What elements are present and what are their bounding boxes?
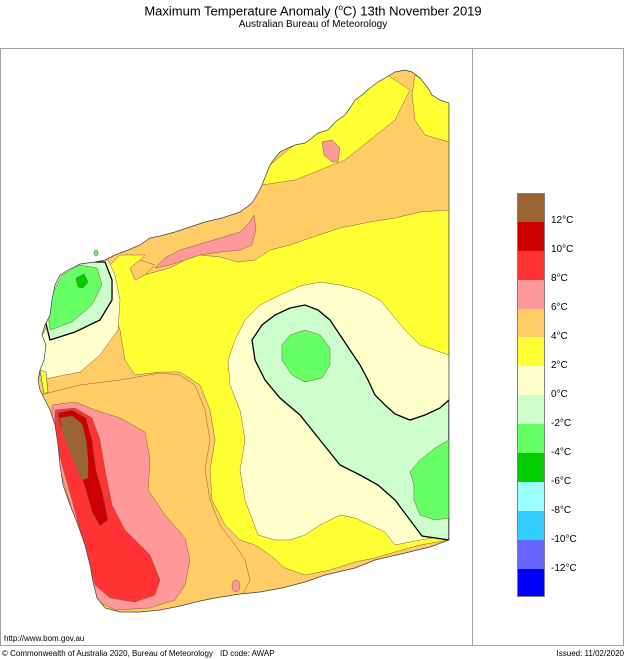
map-subtitle: Australian Bureau of Meteorology (238, 19, 388, 30)
legend-swatch-0-2 (517, 366, 545, 396)
legend-swatch-10-12 (517, 221, 545, 251)
legend-label-minus6: -6°C (551, 476, 572, 487)
legend-label-minus10: -10°C (551, 534, 577, 545)
degree-symbol: o (338, 3, 343, 12)
copyright-text: © Commonwealth of Australia 2020, Bureau… (2, 649, 213, 658)
legend-label-6: 6°C (551, 302, 568, 313)
legend-swatch-minus8-minus6 (517, 481, 545, 511)
title-suffix: C) 13th November 2019 (342, 3, 482, 19)
temperature-anomaly-map (37, 69, 450, 613)
legend-label-2: 2°C (551, 360, 568, 371)
title-prefix: Maximum Temperature Anomaly ( (144, 3, 339, 19)
legend-label-0: 0°C (551, 389, 568, 400)
map-title: Maximum Temperature Anomaly (oC) 13th No… (0, 0, 626, 18)
legend-swatch-minus2-0 (517, 395, 545, 425)
legend-swatch-above-12 (517, 193, 545, 222)
legend-swatch-below-minus12 (517, 568, 545, 598)
legend-label-minus12: -12°C (551, 563, 577, 574)
issued-date: Issued: 11/02/2020 (556, 649, 624, 658)
bom-url-link[interactable]: http://www.bom.gov.au (4, 634, 85, 643)
legend-label-minus2: -2°C (551, 418, 572, 429)
legend-swatch-2-4 (517, 337, 545, 367)
legend-label-12: 12°C (551, 215, 574, 226)
legend-swatch-6-8 (517, 279, 545, 309)
legend-swatch-4-6 (517, 308, 545, 338)
legend-label-minus4: -4°C (551, 447, 572, 458)
colorbar-legend: 12°C 10°C 8°C 6°C 4°C 2°C 0°C -2°C -4°C … (517, 193, 577, 598)
id-code: ID code: AWAP (220, 649, 275, 658)
legend-swatch-minus12-minus10 (517, 539, 545, 569)
legend-label-minus8: -8°C (551, 505, 572, 516)
legend-swatch-minus4-minus2 (517, 424, 545, 454)
legend-swatch-8-10 (517, 250, 545, 280)
legend-swatch-minus10-minus8 (517, 510, 545, 540)
legend-label-10: 10°C (551, 244, 574, 255)
map-frame (0, 48, 624, 646)
legend-label-4: 4°C (551, 331, 568, 342)
legend-swatch-minus6-minus4 (517, 453, 545, 482)
panel-divider (472, 48, 473, 646)
legend-label-8: 8°C (551, 273, 568, 284)
